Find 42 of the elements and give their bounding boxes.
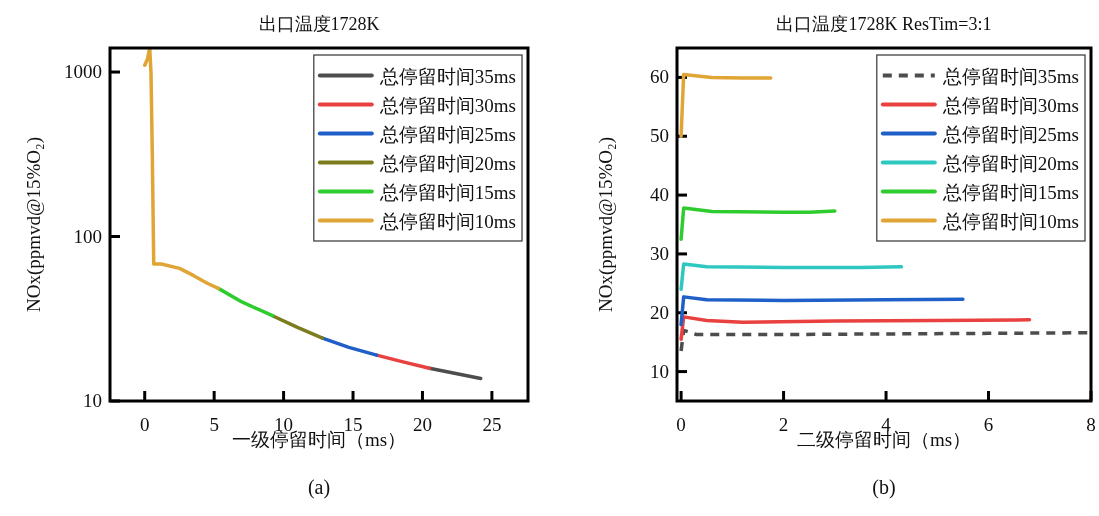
y-tick-label: 10 — [83, 390, 102, 411]
y-tick-label: 40 — [650, 184, 669, 206]
x-tick-label: 0 — [676, 414, 686, 435]
line-series — [679, 72, 773, 138]
x-tick-label: 25 — [482, 414, 502, 435]
x-tick-label: 5 — [209, 414, 219, 435]
line-series — [679, 262, 904, 291]
legend-label: 总停留时间20ms — [378, 152, 516, 174]
y-tick-label: 1000 — [64, 61, 102, 83]
legend-label: 总停留时间25ms — [378, 123, 516, 145]
line-series — [679, 206, 837, 241]
y-tick-label: 100 — [73, 225, 102, 247]
legend-label: 总停留时间20ms — [941, 152, 1079, 174]
x-tick-label: 6 — [983, 414, 994, 435]
legend-label: 总停留时间30ms — [378, 94, 516, 116]
x-tick-label: 20 — [412, 414, 432, 435]
y-tick-label: 50 — [650, 125, 669, 147]
x-tick-label: 8 — [1086, 414, 1096, 435]
legend-label: 总停留时间30ms — [941, 94, 1079, 116]
text: (b) — [872, 476, 896, 499]
x-axis-title: 二级停留时间（ms） — [796, 429, 972, 450]
legend-label: 总停留时间15ms — [941, 181, 1079, 203]
y-axis-title: NOx(ppmvd@15%O₂) — [23, 136, 45, 313]
legend-label: 总停留时间10ms — [378, 210, 516, 232]
line-series — [679, 295, 965, 327]
legend-label: 总停留时间35ms — [378, 65, 516, 87]
text: (a) — [307, 476, 331, 499]
legend-label: 总停留时间15ms — [378, 181, 516, 203]
chart-title: 出口温度1728K — [258, 14, 380, 34]
y-tick-label: 30 — [650, 242, 669, 264]
x-tick-label: 0 — [139, 414, 150, 435]
y-tick-label: 60 — [650, 66, 669, 88]
x-tick-label: 2 — [778, 414, 789, 435]
legend-label: 总停留时间25ms — [941, 123, 1079, 145]
line-series — [679, 315, 1032, 341]
y-tick-label: 10 — [650, 360, 669, 382]
chart-title: 出口温度1728K ResTim=3:1 — [776, 14, 992, 34]
legend-label: 总停留时间10ms — [941, 210, 1079, 232]
line-series — [142, 48, 221, 291]
y-axis-title: NOx(ppmvd@15%O₂) — [595, 136, 617, 313]
y-tick-label: 20 — [650, 301, 669, 323]
legend-label: 总停留时间35ms — [941, 65, 1079, 87]
